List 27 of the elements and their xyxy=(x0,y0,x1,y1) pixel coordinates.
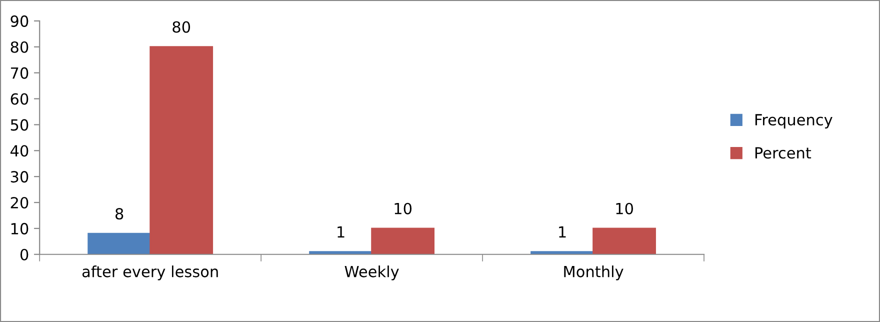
y-tick-label: 40 xyxy=(10,145,28,157)
y-tick-label: 80 xyxy=(10,41,28,53)
y-tick-label: 70 xyxy=(10,67,28,79)
x-tick-label: Monthly xyxy=(564,265,624,280)
y-tick-label: 90 xyxy=(10,15,28,27)
data-label: 1 xyxy=(559,226,566,238)
data-label: 8 xyxy=(116,208,124,220)
y-tick-label: 60 xyxy=(10,93,28,105)
y-tick-label: 10 xyxy=(11,222,28,234)
data-label: 80 xyxy=(172,21,190,33)
y-tick-label: 30 xyxy=(10,171,28,183)
data-label: 10 xyxy=(616,202,633,214)
bar xyxy=(592,228,656,254)
data-label: 10 xyxy=(394,202,412,214)
bar xyxy=(150,46,214,254)
bar xyxy=(530,251,594,254)
x-tick-label: after every lesson xyxy=(82,265,218,280)
bar xyxy=(309,251,372,254)
bar xyxy=(88,232,152,254)
legend-label: Frequency xyxy=(755,114,832,128)
y-tick-label: 20 xyxy=(10,196,28,209)
bar xyxy=(371,228,435,254)
y-tick-label: 50 xyxy=(10,119,28,131)
data-label: 1 xyxy=(338,226,344,238)
x-tick-label: Weekly xyxy=(344,265,399,280)
y-tick-label: 0 xyxy=(20,248,28,260)
legend-label: Percent xyxy=(755,147,812,159)
